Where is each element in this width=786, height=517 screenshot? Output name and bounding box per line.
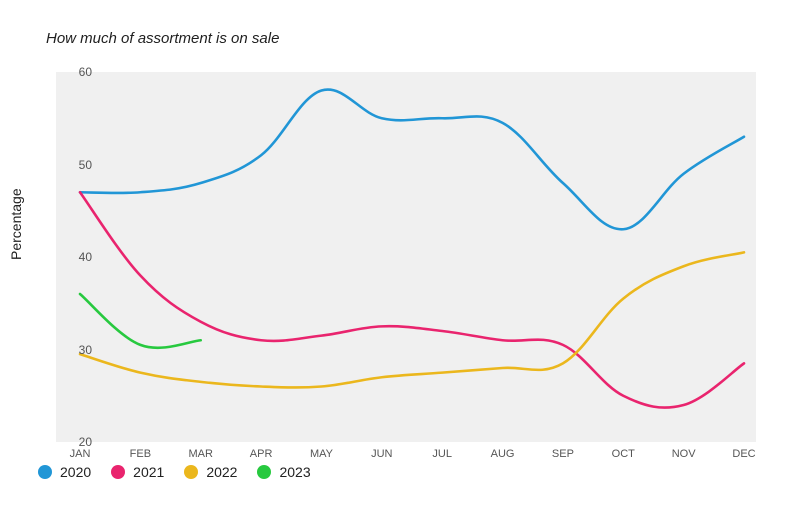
legend-swatch bbox=[111, 465, 125, 479]
y-tick-label: 60 bbox=[62, 65, 92, 79]
legend: 2020 2021 2022 2023 bbox=[38, 464, 311, 480]
x-tick-label: JUL bbox=[427, 448, 457, 460]
y-axis-label: Percentage bbox=[8, 188, 24, 260]
x-tick-label: APR bbox=[246, 448, 276, 460]
chart-lines-svg bbox=[56, 72, 756, 442]
x-tick-label: JUN bbox=[367, 448, 397, 460]
legend-item-2023: 2023 bbox=[257, 464, 310, 480]
x-tick-label: SEP bbox=[548, 448, 578, 460]
x-tick-label: JAN bbox=[65, 448, 95, 460]
x-tick-label: NOV bbox=[669, 448, 699, 460]
legend-label: 2022 bbox=[206, 464, 237, 480]
chart-container: How much of assortment is on sale Percen… bbox=[0, 0, 786, 517]
legend-item-2020: 2020 bbox=[38, 464, 91, 480]
legend-item-2022: 2022 bbox=[184, 464, 237, 480]
legend-label: 2020 bbox=[60, 464, 91, 480]
legend-swatch bbox=[184, 465, 198, 479]
y-tick-label: 30 bbox=[62, 343, 92, 357]
chart-title: How much of assortment is on sale bbox=[46, 30, 279, 47]
legend-swatch bbox=[38, 465, 52, 479]
legend-label: 2021 bbox=[133, 464, 164, 480]
x-tick-label: AUG bbox=[488, 448, 518, 460]
y-tick-label: 50 bbox=[62, 158, 92, 172]
legend-swatch bbox=[257, 465, 271, 479]
plot-area bbox=[56, 72, 756, 442]
series-line-2023 bbox=[80, 294, 201, 348]
x-tick-label: MAY bbox=[306, 448, 336, 460]
x-tick-label: DEC bbox=[729, 448, 759, 460]
series-line-2022 bbox=[80, 252, 744, 387]
legend-label: 2023 bbox=[279, 464, 310, 480]
x-tick-label: OCT bbox=[608, 448, 638, 460]
x-tick-label: MAR bbox=[186, 448, 216, 460]
series-line-2020 bbox=[80, 90, 744, 230]
y-tick-label: 40 bbox=[62, 250, 92, 264]
x-tick-label: FEB bbox=[125, 448, 155, 460]
y-tick-label: 20 bbox=[62, 435, 92, 449]
legend-item-2021: 2021 bbox=[111, 464, 164, 480]
